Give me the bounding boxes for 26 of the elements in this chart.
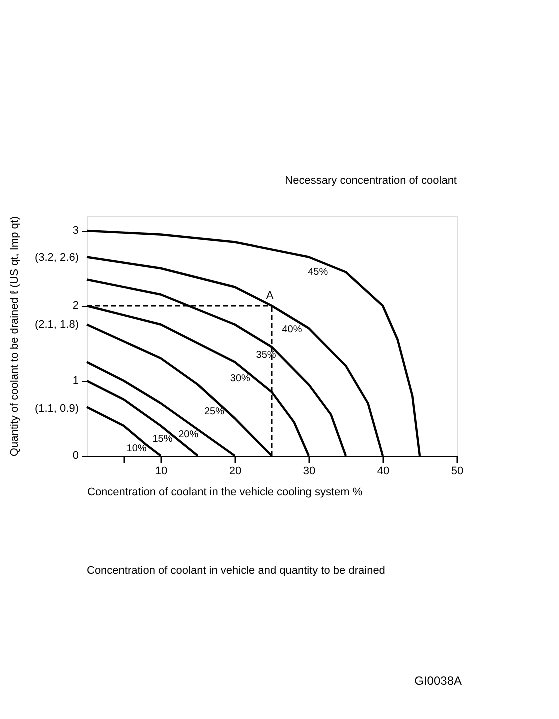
y-tick-label: (1.1, 0.9) <box>34 402 79 415</box>
y-tick-label: (2.1, 1.8) <box>34 318 79 331</box>
x-tick-label: 30 <box>303 466 316 478</box>
text: Necessary concentration of coolant <box>285 175 457 187</box>
y-tick-label: (3.2, 2.6) <box>34 252 79 264</box>
y-tick-label: 3 <box>72 225 79 237</box>
x-tick-label: 40 <box>377 466 390 478</box>
series-label: 40% <box>282 324 302 336</box>
x-axis-title: Concentration of coolant in the vehicle cooling system % <box>88 486 363 498</box>
series-label: 25% <box>204 406 225 418</box>
series-label: 35% <box>256 350 276 361</box>
series-label: 15% <box>152 434 173 445</box>
text: Concentration of coolant in vehicle and quantity to be drained <box>87 565 386 577</box>
y-tick-label: 1 <box>72 375 79 387</box>
x-tick-label: 10 <box>155 466 168 478</box>
y-tick-label: 0 <box>72 450 79 462</box>
y-tick-label: 2 <box>72 300 79 312</box>
series-label: 20% <box>178 430 199 440</box>
annotation: A <box>266 290 274 302</box>
series-label: 30% <box>230 373 251 384</box>
text: GI0038A <box>414 674 462 688</box>
series-label: 10% <box>126 444 147 454</box>
y-axis-title: Quantity of coolant to be drained ℓ (US qt, Imp qt) <box>9 216 21 457</box>
x-tick-label: 20 <box>229 466 242 478</box>
x-tick-label: 50 <box>451 466 464 478</box>
series-label: 45% <box>308 266 328 278</box>
